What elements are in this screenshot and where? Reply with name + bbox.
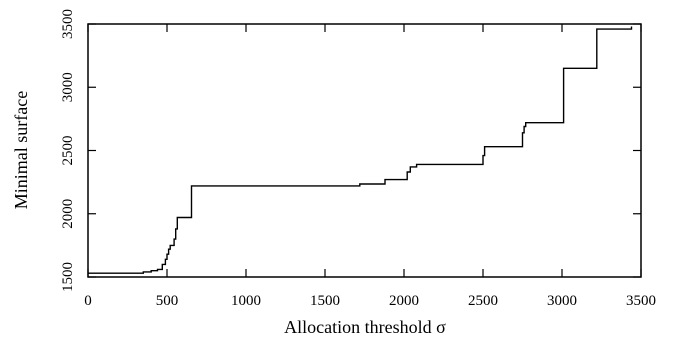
- x-tick-label: 2500: [468, 293, 498, 309]
- y-tick-label: 3000: [60, 72, 76, 102]
- y-axis-label: Minimal surface: [11, 91, 31, 209]
- x-axis-label: Allocation threshold σ: [284, 317, 446, 337]
- plot-frame: [87, 23, 642, 278]
- x-tick-label: 1500: [310, 293, 340, 309]
- y-tick-label: 3500: [60, 9, 76, 39]
- series-line: [88, 26, 633, 274]
- y-tick-label: 1500: [60, 262, 76, 292]
- x-tick-label: 2000: [389, 293, 419, 309]
- axis-ticks: [87, 23, 642, 278]
- x-tick-label: 0: [84, 293, 92, 309]
- tick-labels: 0 500 1000 1500 2000 2500 3000 3500 1500 2000 2500…: [60, 9, 656, 309]
- x-tick-label: 3000: [547, 293, 577, 309]
- x-tick-label: 1000: [231, 293, 261, 309]
- y-tick-label: 2000: [60, 199, 76, 229]
- x-tick-label: 3500: [626, 293, 656, 309]
- y-tick-label: 2500: [60, 136, 76, 166]
- x-tick-label: 500: [156, 293, 179, 309]
